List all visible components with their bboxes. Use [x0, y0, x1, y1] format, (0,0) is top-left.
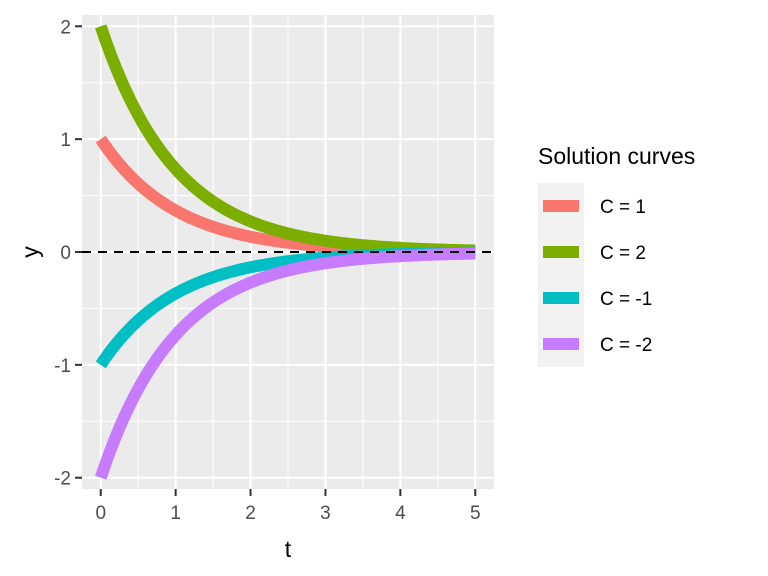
legend-label: C = -1 — [600, 289, 652, 310]
legend-label: C = -2 — [600, 335, 652, 356]
y-tick-label: -1 — [54, 356, 71, 377]
legend: Solution curves C = 1 C = 2 C = -1 C = -2 — [538, 143, 695, 367]
x-tick-label: 5 — [470, 503, 481, 524]
series-line-c-2 — [95, 247, 478, 480]
y-tick-label: 1 — [60, 130, 71, 151]
legend-items: C = 1 C = 2 C = -1 C = -2 — [538, 183, 652, 367]
x-axis: 0 1 2 3 4 5 — [95, 489, 481, 524]
y-axis: -2 -1 0 1 2 — [54, 17, 82, 490]
y-tick-label: 0 — [60, 243, 71, 264]
legend-title: Solution curves — [538, 143, 695, 169]
x-tick-label: 0 — [95, 503, 106, 524]
x-tick-label: 3 — [320, 503, 331, 524]
x-tick-label: 1 — [170, 503, 181, 524]
y-tick-label: -2 — [54, 469, 71, 490]
x-tick-label: 2 — [245, 503, 256, 524]
y-axis-title: y — [17, 246, 43, 258]
y-tick-label: 2 — [60, 17, 71, 38]
x-axis-title: t — [285, 536, 292, 562]
legend-label: C = 2 — [600, 243, 646, 264]
series-layer — [95, 24, 478, 480]
legend-label: C = 1 — [600, 197, 646, 218]
x-tick-label: 4 — [395, 503, 406, 524]
